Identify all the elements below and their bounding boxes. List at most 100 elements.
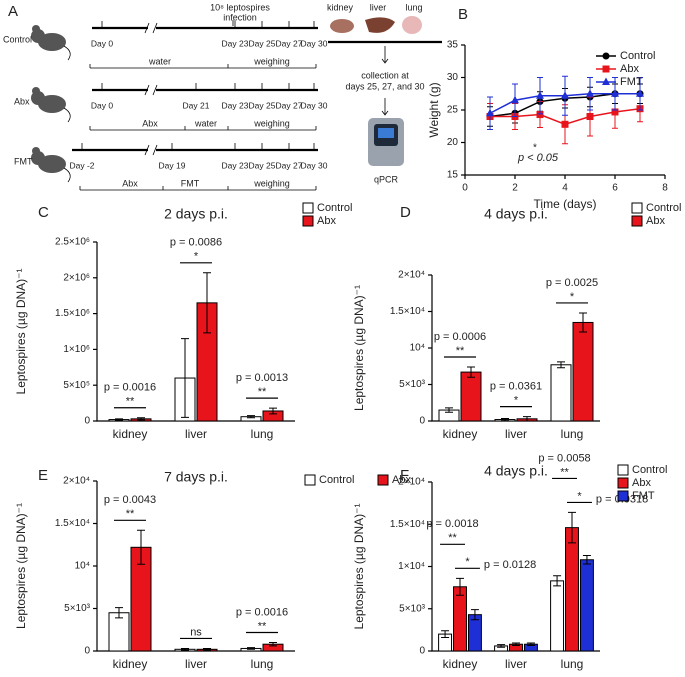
y-tick-label: 5×10³	[64, 603, 91, 614]
mouse-icon	[31, 25, 71, 61]
x-tick-label: liver	[505, 657, 527, 671]
legend-label: Abx	[632, 477, 651, 489]
legend-swatch	[631, 215, 643, 227]
legend-label: Control	[317, 202, 352, 214]
error-bar	[115, 607, 123, 619]
diagram: A	[8, 3, 442, 183]
error-bar	[137, 417, 145, 421]
bar	[453, 586, 467, 652]
legend-label: FMT	[620, 76, 643, 88]
y-tick-label: 0	[419, 416, 425, 427]
marker	[561, 91, 569, 99]
timeline-break	[144, 22, 158, 34]
y-tick-label: 5×10⁵	[63, 380, 90, 391]
y-tick-label: 30	[447, 72, 459, 83]
x-tick-label: lung	[561, 657, 584, 671]
marker	[486, 108, 494, 117]
period-label: FMT	[181, 178, 200, 188]
error-bar	[269, 407, 277, 415]
period-label: weighing	[253, 178, 290, 188]
error-bar	[445, 407, 453, 413]
organ-label: kidney	[327, 2, 354, 12]
organ-label: lung	[405, 2, 422, 12]
legend-label: Abx	[620, 63, 639, 75]
error-bar	[512, 642, 520, 647]
period-label: Abx	[142, 118, 158, 128]
marker	[636, 89, 644, 97]
day-label: Day 27	[276, 38, 303, 48]
infection-label: infection	[223, 12, 257, 22]
x-tick-label: lung	[561, 427, 584, 441]
x-tick-label: kidney	[443, 657, 478, 671]
x-tick-label: kidney	[443, 427, 478, 441]
marker	[536, 91, 544, 99]
error-bar	[137, 529, 145, 565]
y-axis-label: Leptospires (µg DNA)⁻¹	[352, 504, 366, 630]
y-tick-label: 2×10⁴	[398, 270, 425, 281]
legend-swatch	[304, 474, 316, 486]
legend-label: Control	[319, 474, 354, 486]
period-label: weighing	[253, 118, 290, 128]
p-value: p = 0.0128	[484, 559, 536, 571]
period-label: water	[194, 118, 217, 128]
marker	[611, 108, 619, 116]
error-bar	[467, 366, 475, 378]
x-tick-label: kidney	[113, 427, 148, 441]
y-tick-label: 0	[419, 646, 425, 657]
y-tick-label: 2×10⁴	[63, 476, 90, 487]
y-tick-label: 1.5×10⁴	[390, 306, 425, 317]
assay-label: qPCR	[374, 174, 399, 184]
x-tick-label: 4	[562, 183, 568, 194]
y-tick-label: 0	[84, 416, 90, 427]
legend-swatch	[631, 202, 643, 214]
significance-mark: **	[126, 396, 135, 408]
significance-mark: *	[194, 251, 199, 263]
legend-marker	[602, 52, 610, 60]
y-tick-label: 1.5×10⁴	[55, 518, 90, 529]
x-tick-label: liver	[185, 657, 207, 671]
panel-label: C	[38, 204, 49, 221]
significance-mark: *	[514, 395, 519, 407]
x-axis-label: Time (days)	[534, 197, 597, 211]
arrow-head	[381, 58, 389, 64]
timeline-break	[144, 144, 158, 156]
error-bar	[456, 577, 464, 596]
collection-label: days 25, 27, and 30	[345, 81, 424, 91]
y-tick-label: 10⁴	[75, 561, 90, 572]
collection-label: collection at	[361, 70, 409, 80]
organs	[330, 16, 422, 34]
legend-label: Control	[620, 50, 655, 62]
panel-label: A	[8, 3, 18, 20]
day-label: Day 30	[301, 100, 328, 110]
y-tick-label: 2×10⁴	[398, 477, 425, 488]
marker	[611, 89, 619, 97]
significance-mark: ns	[190, 626, 202, 638]
bar	[550, 580, 565, 652]
significance-mark: **	[456, 345, 465, 357]
y-axis-label: Leptospires (µg DNA)⁻¹	[352, 285, 366, 411]
error-bar	[579, 312, 587, 333]
p-value: p = 0.0018	[426, 518, 478, 530]
chart-title: 7 days p.i.	[164, 469, 228, 485]
p-value: p = 0.0043	[104, 494, 156, 506]
y-tick-label: 35	[447, 40, 459, 51]
annotation: p < 0.05	[517, 152, 559, 164]
chart-title: 4 days p.i.	[484, 206, 548, 222]
p-value: p = 0.0013	[236, 372, 288, 384]
x-tick-label: liver	[505, 427, 527, 441]
p-value: p = 0.0016	[104, 382, 156, 394]
y-axis-label: Leptospires (µg DNA)⁻¹	[14, 503, 28, 629]
significance-mark: *	[577, 490, 582, 502]
bar	[579, 559, 594, 652]
group-label: Abx	[14, 96, 30, 106]
day-label: Day 30	[301, 160, 328, 170]
day-label: Day 19	[159, 160, 186, 170]
significance-mark: **	[126, 508, 135, 520]
day-label: Day 21	[183, 100, 210, 110]
y-tick-label: 1.5×10⁶	[55, 308, 90, 319]
period-label: Abx	[122, 178, 138, 188]
marker	[586, 89, 594, 97]
bar	[572, 321, 594, 422]
y-axis-label: Leptospires (µg DNA)⁻¹	[14, 269, 28, 395]
